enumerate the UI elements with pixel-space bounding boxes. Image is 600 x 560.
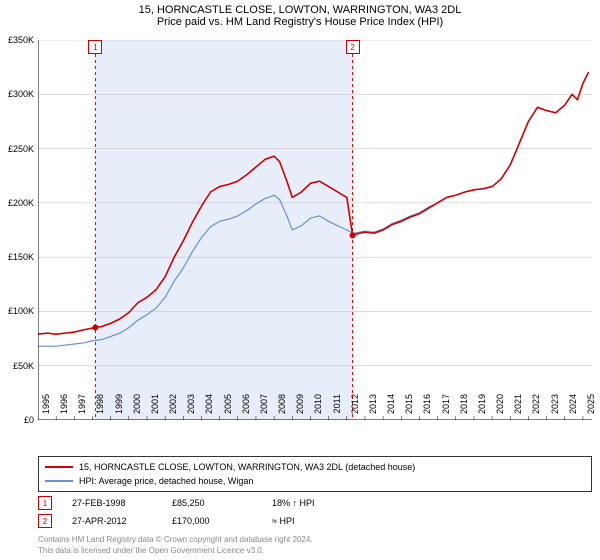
sale-markers-table: 1 27-FEB-1998 £85,250 18% ↑ HPI 2 27-APR-2012… — [38, 494, 592, 530]
x-axis-label: 1995 — [41, 394, 51, 424]
marker-price: £85,250 — [172, 498, 252, 508]
chart-title-line1: 15, HORNCASTLE CLOSE, LOWTON, WARRINGTON… — [0, 0, 600, 16]
y-axis-label: £150K — [8, 252, 34, 262]
x-axis-label: 2022 — [531, 394, 541, 424]
x-axis-label: 2008 — [277, 394, 287, 424]
x-axis-label: 2018 — [459, 394, 469, 424]
x-axis-label: 2024 — [568, 394, 578, 424]
x-axis-label: 2016 — [422, 394, 432, 424]
footer-note: Contains HM Land Registry data © Crown c… — [38, 534, 313, 556]
marker-row: 1 27-FEB-1998 £85,250 18% ↑ HPI — [38, 494, 592, 512]
x-axis-label: 1998 — [95, 394, 105, 424]
marker-number-box: 2 — [38, 514, 52, 528]
marker-delta: 18% ↑ HPI — [272, 498, 352, 508]
x-axis-label: 2004 — [204, 394, 214, 424]
x-axis-label: 2020 — [495, 394, 505, 424]
y-axis-label: £300K — [8, 89, 34, 99]
legend: 15, HORNCASTLE CLOSE, LOWTON, WARRINGTON… — [38, 456, 592, 492]
chart-area: 12£0£50K£100K£150K£200K£250K£300K£350K19… — [38, 40, 592, 420]
x-axis-label: 1996 — [59, 394, 69, 424]
marker-date: 27-FEB-1998 — [72, 498, 152, 508]
y-axis-label: £250K — [8, 144, 34, 154]
chart-title-line2: Price paid vs. HM Land Registry's House … — [0, 16, 600, 28]
x-axis-label: 2007 — [259, 394, 269, 424]
marker-number-box: 1 — [38, 496, 52, 510]
x-axis-label: 2005 — [223, 394, 233, 424]
chart-container: 15, HORNCASTLE CLOSE, LOWTON, WARRINGTON… — [0, 0, 600, 560]
legend-swatch — [45, 480, 73, 482]
legend-swatch — [45, 466, 73, 468]
x-axis-label: 2011 — [332, 394, 342, 424]
x-axis-label: 2010 — [313, 394, 323, 424]
legend-label: 15, HORNCASTLE CLOSE, LOWTON, WARRINGTON… — [79, 460, 415, 474]
x-axis-label: 2025 — [586, 394, 596, 424]
legend-item: HPI: Average price, detached house, Wiga… — [45, 474, 585, 488]
x-axis-label: 2015 — [404, 394, 414, 424]
x-axis-label: 2021 — [513, 394, 523, 424]
y-axis-label: £350K — [8, 35, 34, 45]
x-axis-label: 2017 — [441, 394, 451, 424]
y-axis-label: £200K — [8, 198, 34, 208]
x-axis-label: 2003 — [186, 394, 196, 424]
x-axis-label: 1997 — [77, 394, 87, 424]
marker-date: 27-APR-2012 — [72, 516, 152, 526]
footer-line1: Contains HM Land Registry data © Crown c… — [38, 534, 313, 545]
x-axis-label: 2013 — [368, 394, 378, 424]
x-axis-label: 2019 — [477, 394, 487, 424]
marker-delta: ≈ HPI — [272, 516, 352, 526]
chart-marker-box: 1 — [88, 40, 102, 54]
x-axis-label: 2006 — [241, 394, 251, 424]
legend-label: HPI: Average price, detached house, Wiga… — [79, 474, 253, 488]
x-axis-label: 2000 — [132, 394, 142, 424]
y-axis-label: £0 — [24, 415, 34, 425]
x-axis-label: 2012 — [350, 394, 360, 424]
legend-item: 15, HORNCASTLE CLOSE, LOWTON, WARRINGTON… — [45, 460, 585, 474]
x-axis-label: 2009 — [295, 394, 305, 424]
x-axis-label: 2001 — [150, 394, 160, 424]
chart-marker-box: 2 — [346, 40, 360, 54]
x-axis-label: 2023 — [550, 394, 560, 424]
line-chart-svg — [38, 40, 592, 420]
footer-line2: This data is licensed under the Open Gov… — [38, 545, 313, 556]
x-axis-label: 2002 — [168, 394, 178, 424]
marker-price: £170,000 — [172, 516, 252, 526]
marker-row: 2 27-APR-2012 £170,000 ≈ HPI — [38, 512, 592, 530]
x-axis-label: 1999 — [114, 394, 124, 424]
x-axis-label: 2014 — [386, 394, 396, 424]
y-axis-label: £100K — [8, 306, 34, 316]
y-axis-label: £50K — [13, 361, 34, 371]
